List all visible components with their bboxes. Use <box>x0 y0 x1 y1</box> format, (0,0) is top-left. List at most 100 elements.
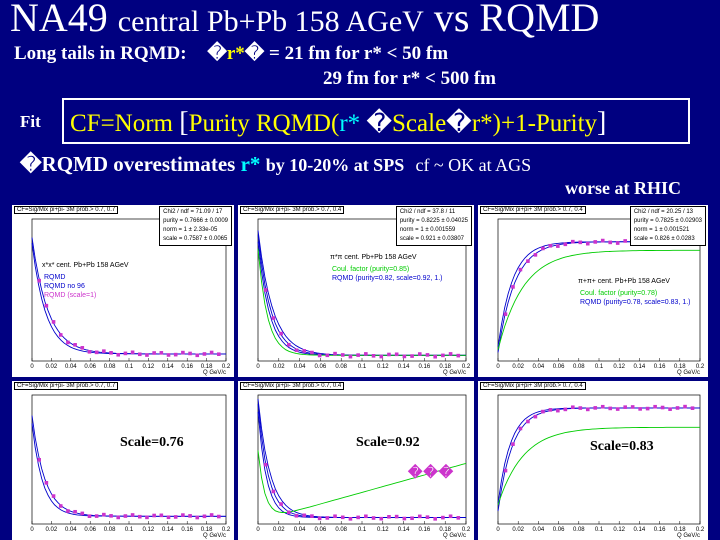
data-marker <box>556 408 560 413</box>
data-marker <box>433 517 437 521</box>
data-marker <box>44 481 49 485</box>
x-tick-label: 0.1 <box>125 527 134 533</box>
data-marker <box>102 512 106 517</box>
legend-title: π*π cent. Pb+Pb 158 AGeV <box>330 254 417 261</box>
x-tick-label: 0 <box>496 364 500 370</box>
x-tick-label: 0.12 <box>613 364 625 370</box>
data-marker <box>615 241 620 245</box>
x-tick-label: 0.2 <box>462 527 471 533</box>
legend-title: π+π+ cent. Pb+Pb 158 AGeV <box>578 278 670 285</box>
x-tick-label: 0.2 <box>696 527 705 533</box>
x-tick-label: 0.08 <box>104 527 116 533</box>
data-marker <box>371 516 376 520</box>
data-marker <box>87 349 92 354</box>
plot-panel-top-3: 0 0.02 0.04 0.06 0.08 0.1 0.12 0.14 0.16 0.18 0.2 Q… <box>478 205 708 377</box>
data-marker <box>608 240 613 245</box>
data-marker <box>387 514 391 519</box>
conclusion-line: �RQMD overestimates r* by 10-20% at SPS … <box>20 152 531 177</box>
fit-stats-box: Chi2 / ndf = 20.25 / 13 purity = 0.7825 … <box>629 206 706 246</box>
fit-label: Fit <box>20 112 41 131</box>
data-marker <box>73 343 77 347</box>
model-curve <box>497 407 700 504</box>
data-marker <box>425 353 430 357</box>
plot-frame <box>497 394 701 525</box>
data-marker <box>294 513 299 518</box>
fit-stats-box: Chi2 / ndf = 71.09 / 17 purity = 0.7666 … <box>159 206 232 246</box>
x-tick-label: 0.18 <box>674 527 686 533</box>
x-tick-label: 0.06 <box>553 364 565 370</box>
x-tick-label: 0.12 <box>143 364 155 370</box>
data-marker <box>503 468 508 473</box>
data-marker <box>394 514 399 519</box>
fit-glyph: � <box>366 110 393 137</box>
data-marker <box>533 414 538 419</box>
data-marker <box>348 517 353 521</box>
data-marker <box>571 405 575 410</box>
data-marker <box>448 352 453 356</box>
data-marker <box>425 515 430 519</box>
data-marker <box>340 515 345 520</box>
x-tick-label: 0.08 <box>335 527 347 533</box>
x-tick-label: 0.14 <box>634 364 646 370</box>
x-tick-label: 0.2 <box>222 364 231 370</box>
data-marker <box>417 352 422 356</box>
data-marker <box>37 458 41 462</box>
x-tick-label: 0.06 <box>84 527 96 533</box>
x-tick-label: 0.16 <box>654 527 666 533</box>
data-marker <box>181 513 185 517</box>
model-curve <box>257 230 466 356</box>
x-tick-label: 0.02 <box>512 364 524 370</box>
x-tick-label: 0.14 <box>634 527 646 533</box>
x-tick-label: 0.04 <box>533 527 545 533</box>
x-tick-label: 0.1 <box>595 527 604 533</box>
scale-label: Scale=0.92 <box>356 435 420 450</box>
conclusion-text-b: by 10-20% at SPS <box>265 155 405 175</box>
legend-entry: RQMD (purity=0.78, scale=0.83, 1.) <box>580 299 691 306</box>
data-marker <box>410 354 414 358</box>
data-marker <box>533 253 538 257</box>
model-curve <box>497 407 700 512</box>
x-tick-label: 0.14 <box>398 364 410 370</box>
x-axis-label: Q GeV/c <box>203 370 226 376</box>
conclusion-text-a: RQMD overestimates <box>41 152 236 176</box>
x-axis-label: Q GeV/c <box>443 533 466 539</box>
data-marker <box>188 514 192 518</box>
data-marker <box>683 404 687 409</box>
x-tick-label: 0.16 <box>181 527 193 533</box>
x-tick-label: 0.12 <box>377 527 389 533</box>
data-marker <box>123 514 128 518</box>
fit-scale: Scale <box>392 110 447 137</box>
x-tick-label: 0.16 <box>419 527 431 533</box>
data-marker <box>287 342 291 347</box>
plot-svg-top-2: 0 0.02 0.04 0.06 0.08 0.1 0.12 0.14 0.16 0.18 0.2Q… <box>256 218 471 376</box>
fit-rstar2: r*) <box>471 110 501 137</box>
data-marker <box>209 513 214 517</box>
data-marker <box>166 515 171 520</box>
x-tick-label: 0 <box>30 527 34 533</box>
data-marker <box>102 349 106 353</box>
plot-title: CF=Sig/Mix pi+pi- 3M prob.> 0.7, 0.4 <box>240 206 345 214</box>
plot-frame <box>257 394 467 525</box>
x-tick-label: 0.18 <box>201 527 213 533</box>
x-tick-label: 0.04 <box>65 527 77 533</box>
data-marker <box>263 462 268 467</box>
data-marker <box>263 288 268 292</box>
data-marker <box>302 349 307 353</box>
x-tick-label: 0.14 <box>398 527 410 533</box>
x-tick-label: 0 <box>30 364 34 370</box>
model-curve <box>31 415 226 517</box>
data-marker <box>441 353 445 358</box>
data-marker <box>116 352 121 357</box>
data-marker <box>511 442 515 446</box>
data-marker <box>571 239 575 244</box>
data-marker <box>433 354 437 359</box>
data-marker <box>94 350 99 355</box>
coulomb-curve <box>257 248 466 356</box>
scale-label: Scale=0.76 <box>120 435 184 450</box>
x-tick-label: 0.04 <box>65 364 77 370</box>
model-curve <box>257 398 466 518</box>
data-marker <box>387 352 391 357</box>
data-marker <box>578 406 583 410</box>
data-marker <box>123 351 128 356</box>
x-tick-label: 0.18 <box>439 364 451 370</box>
